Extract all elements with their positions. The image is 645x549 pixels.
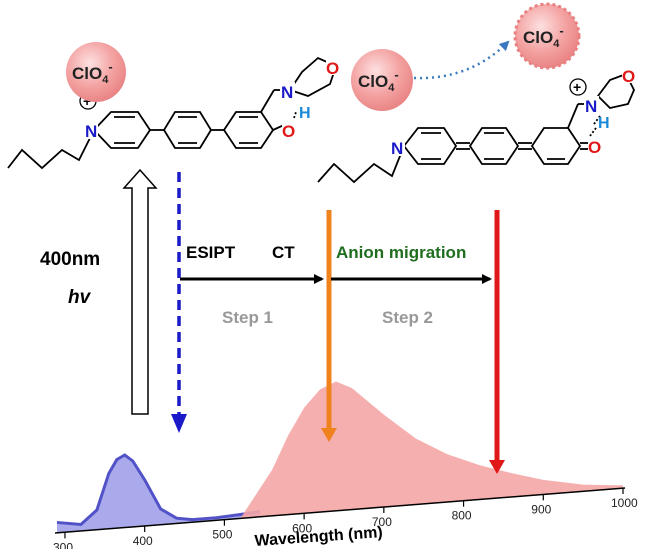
right-pentyl-chain [317,145,405,184]
right-free-anion-formula-main: ClO [523,28,553,47]
left-molecule [7,56,338,170]
blue-absorption-area [57,455,261,533]
right-quinone-ring [530,127,582,165]
excitation-arrow [122,168,158,415]
right-bound-anion-circle [351,49,413,111]
left-anion-formula-main: ClO [72,64,102,83]
anion-migration-label: Anion migration [336,243,466,262]
ct-arrow-head [321,428,337,442]
left-pyridinium-n: N [85,122,97,141]
left-anion-circle [66,42,126,102]
right-amine-n: N [585,97,597,116]
right-plus-sign: + [573,79,581,95]
left-anion: ClO4- [66,42,126,102]
right-morpholine-ring [596,72,635,109]
x-axis-label: Wavelength (nm) [254,524,383,549]
left-plus-sign: + [83,93,91,109]
wavelength-label: 400nm [40,249,100,270]
right-quinone-o: O [588,138,601,157]
right-bound-anion-formula-main: ClO [358,72,388,91]
hv-label: hv [68,287,92,308]
right-pyridine-n: N [391,139,403,158]
left-morpholine-o: O [326,59,339,78]
right-plus-circle [569,78,587,96]
right-molecule [317,72,635,184]
left-anion-charge: - [108,59,112,74]
right-free-anion: ClO4- [513,2,581,70]
x-tick-label-600: 600 [292,521,312,535]
left-phenol-o: O [282,122,295,141]
right-free-anion-charge: - [559,23,563,38]
left-hydrogen: H [299,105,311,122]
anion-migration-dotted-arrow [413,40,510,80]
x-tick-label-400: 400 [133,534,153,548]
right-free-anion-formula: ClO4- [523,23,564,50]
right-bound-anion-formula: ClO4- [358,67,399,94]
spectrum: 300 400 500 600 700 800 900 1000 Wavelength (nm… [53,381,638,549]
right-morpholine-o: O [622,67,635,86]
right-molecule-atoms: N + N O H O [390,66,636,158]
esipt-arrow-head [171,414,187,433]
right-middle-ring [468,127,520,165]
left-amine-n: N [281,83,293,102]
right-bound-anion: ClO4- [351,49,413,111]
x-tick-label-900: 900 [531,502,551,516]
x-tick-label-300: 300 [53,540,73,549]
step1-label: Step 1 [222,308,273,327]
x-tick-label-700: 700 [372,515,392,529]
left-anion-subscript: 4 [102,74,109,86]
x-axis-ticks: 300 400 500 600 700 800 900 1000 [53,488,638,549]
left-molecule-atoms: N + N O H O [79,58,340,141]
pink-emission-area [240,381,623,519]
x-axis-line [54,487,626,534]
right-bound-anion-charge: - [394,67,398,82]
esipt-label: ESIPT [186,243,236,262]
left-anion-formula: ClO4- [72,59,113,86]
right-bound-anion-subscript: 4 [388,82,395,94]
migration-arrow-head [489,460,505,474]
x-tick-label-800: 800 [452,509,472,523]
right-hydrogen: H [598,115,610,132]
left-pentyl-chain [7,129,95,170]
x-tick-label-500: 500 [212,528,232,542]
x-tick-label-1000: 1000 [611,496,638,510]
ct-label: CT [272,243,295,262]
right-pyridine-ring [402,127,458,165]
right-free-anion-circle [513,2,581,70]
right-free-anion-subscript: 4 [553,38,560,50]
step2-label: Step 2 [382,308,433,327]
blue-absorption-line [56,453,261,527]
